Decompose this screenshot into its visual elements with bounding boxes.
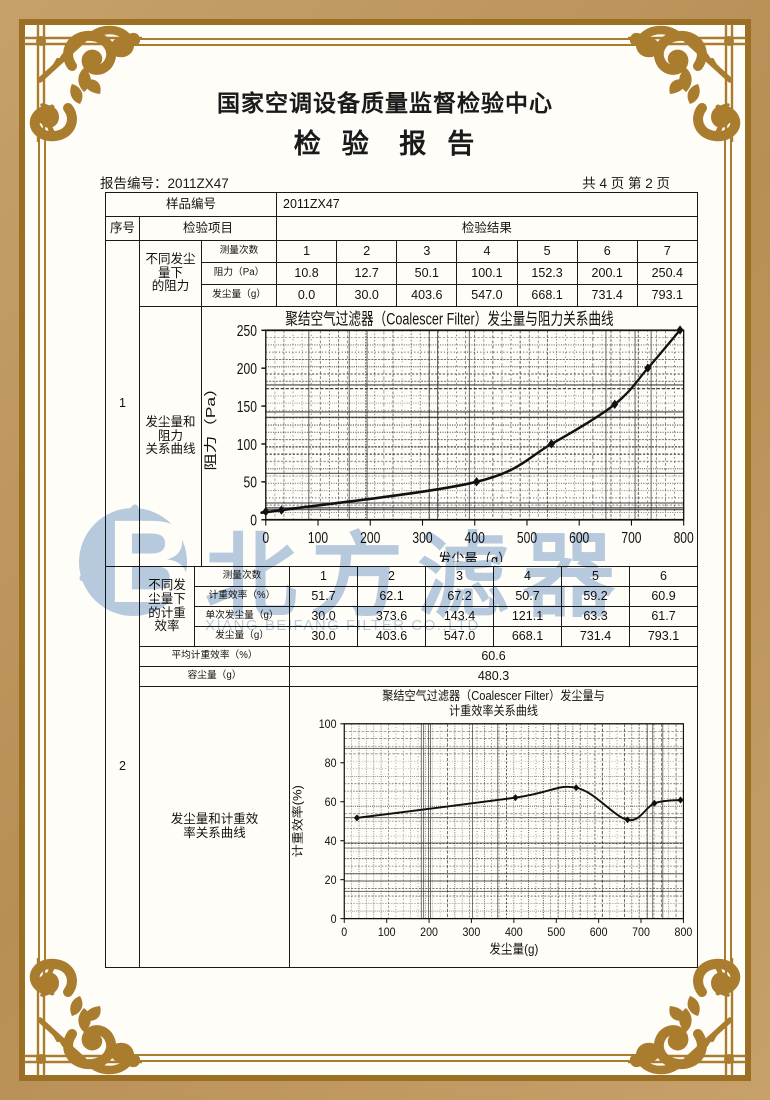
svg-text:150: 150 xyxy=(237,398,257,416)
svg-text:计重效率(%): 计重效率(%) xyxy=(290,785,304,857)
svg-text:60: 60 xyxy=(325,797,337,810)
svg-text:100: 100 xyxy=(319,719,337,732)
svg-text:发尘量(g): 发尘量(g) xyxy=(489,941,538,957)
svg-text:700: 700 xyxy=(621,530,641,548)
svg-text:500: 500 xyxy=(517,530,537,548)
svg-text:聚结空气过滤器（Coalescer Filter）发尘量与: 聚结空气过滤器（Coalescer Filter）发尘量与 xyxy=(382,688,605,703)
svg-text:500: 500 xyxy=(547,926,565,939)
svg-text:40: 40 xyxy=(325,836,337,849)
svg-text:250: 250 xyxy=(237,323,257,341)
svg-text:600: 600 xyxy=(569,530,589,548)
svg-text:0: 0 xyxy=(331,913,337,926)
svg-text:100: 100 xyxy=(308,530,328,548)
svg-text:聚结空气过滤器（Coalescer Filter）发尘量与阻: 聚结空气过滤器（Coalescer Filter）发尘量与阻力关系曲线 xyxy=(285,310,614,329)
svg-text:发尘量（g）: 发尘量（g） xyxy=(438,551,511,562)
svg-text:800: 800 xyxy=(674,530,694,548)
svg-text:800: 800 xyxy=(675,926,693,939)
svg-text:200: 200 xyxy=(360,530,380,548)
svg-text:100: 100 xyxy=(378,926,396,939)
svg-text:400: 400 xyxy=(465,530,485,548)
svg-text:600: 600 xyxy=(590,926,608,939)
svg-text:400: 400 xyxy=(505,926,523,939)
svg-text:计重效率关系曲线: 计重效率关系曲线 xyxy=(449,704,538,719)
svg-text:50: 50 xyxy=(244,474,258,492)
svg-text:0: 0 xyxy=(262,530,269,548)
svg-text:80: 80 xyxy=(325,758,337,771)
svg-text:100: 100 xyxy=(237,436,257,454)
svg-text:700: 700 xyxy=(632,926,650,939)
svg-text:200: 200 xyxy=(237,360,257,378)
svg-text:200: 200 xyxy=(420,926,438,939)
svg-text:300: 300 xyxy=(412,530,432,548)
svg-text:20: 20 xyxy=(325,875,337,888)
svg-text:0: 0 xyxy=(250,512,257,530)
svg-text:300: 300 xyxy=(463,926,481,939)
svg-text:阻力（Pa）: 阻力（Pa） xyxy=(203,379,218,470)
svg-text:0: 0 xyxy=(341,926,347,939)
